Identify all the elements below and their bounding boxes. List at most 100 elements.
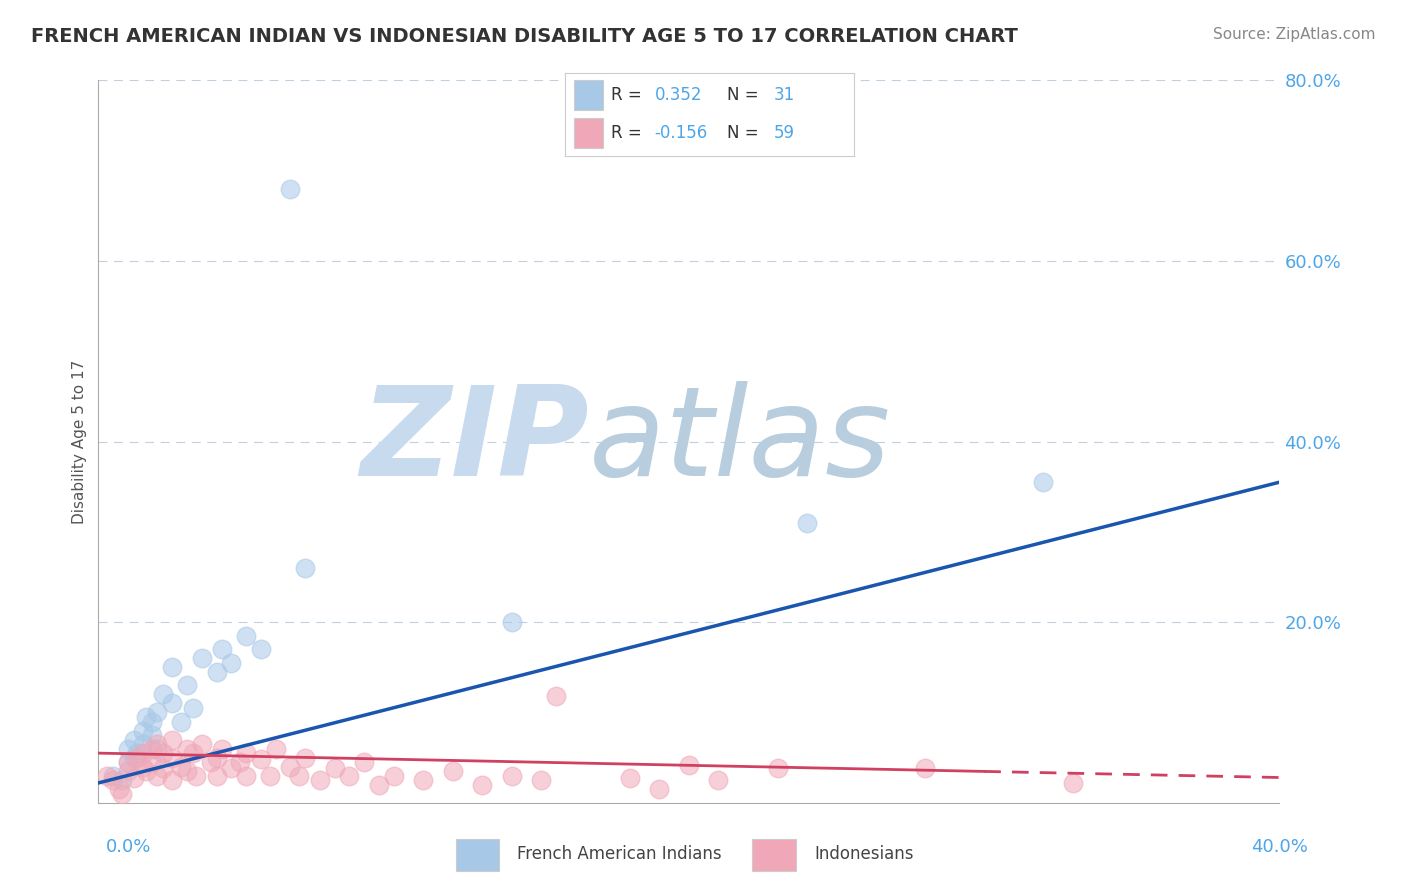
Text: 40.0%: 40.0% bbox=[1251, 838, 1308, 855]
Point bbox=[152, 762, 174, 776]
Point bbox=[235, 746, 257, 760]
Text: Indonesians: Indonesians bbox=[814, 845, 914, 863]
Text: FRENCH AMERICAN INDIAN VS INDONESIAN DISABILITY AGE 5 TO 17 CORRELATION CHART: FRENCH AMERICAN INDIAN VS INDONESIAN DIS… bbox=[31, 27, 1018, 45]
Point bbox=[132, 737, 155, 751]
Point bbox=[103, 769, 125, 783]
Point bbox=[221, 762, 243, 776]
Point bbox=[132, 760, 155, 774]
Point bbox=[135, 710, 157, 724]
Point bbox=[250, 642, 273, 657]
Point bbox=[1032, 475, 1054, 490]
Point bbox=[132, 746, 155, 760]
Text: 0.0%: 0.0% bbox=[105, 838, 150, 855]
Point bbox=[309, 773, 332, 788]
Point bbox=[103, 773, 125, 788]
Point bbox=[323, 762, 346, 776]
Point bbox=[412, 773, 434, 788]
Point bbox=[619, 771, 641, 785]
Point bbox=[766, 762, 789, 776]
Point bbox=[200, 755, 222, 769]
Point bbox=[191, 651, 214, 665]
Point bbox=[205, 665, 228, 679]
Point bbox=[546, 690, 568, 704]
Point bbox=[141, 714, 163, 729]
Text: ZIP: ZIP bbox=[360, 381, 589, 502]
Point bbox=[229, 755, 252, 769]
Point bbox=[678, 757, 700, 772]
Point bbox=[146, 737, 169, 751]
Point bbox=[146, 741, 169, 756]
Point bbox=[117, 764, 139, 779]
Point bbox=[707, 773, 730, 788]
Point bbox=[162, 660, 183, 674]
Point bbox=[111, 773, 134, 788]
Point bbox=[176, 764, 198, 779]
Point bbox=[176, 741, 198, 756]
Point bbox=[250, 752, 273, 766]
Point bbox=[135, 764, 157, 779]
Point bbox=[288, 769, 311, 783]
Point bbox=[181, 701, 204, 715]
Point bbox=[471, 778, 494, 792]
Point bbox=[211, 642, 233, 657]
Point bbox=[176, 678, 198, 692]
Point bbox=[146, 769, 169, 783]
Point bbox=[117, 755, 139, 769]
Point bbox=[914, 762, 936, 776]
Point bbox=[264, 741, 287, 756]
Point bbox=[441, 764, 464, 779]
Point bbox=[368, 778, 391, 792]
Point bbox=[181, 746, 204, 760]
FancyBboxPatch shape bbox=[752, 839, 796, 871]
Point bbox=[294, 750, 316, 764]
Point bbox=[796, 516, 818, 530]
Point bbox=[294, 561, 316, 575]
Point bbox=[122, 750, 145, 764]
Point bbox=[382, 769, 405, 783]
Point bbox=[501, 769, 523, 783]
Text: atlas: atlas bbox=[589, 381, 890, 502]
Point bbox=[125, 750, 148, 764]
Point bbox=[211, 741, 233, 756]
Point bbox=[162, 732, 183, 747]
Point bbox=[108, 782, 131, 797]
Point bbox=[530, 773, 553, 788]
Point bbox=[170, 760, 193, 774]
Point bbox=[146, 706, 169, 720]
Point bbox=[191, 737, 214, 751]
Point bbox=[170, 714, 193, 729]
Point bbox=[152, 687, 174, 701]
Y-axis label: Disability Age 5 to 17: Disability Age 5 to 17 bbox=[72, 359, 87, 524]
Text: French American Indians: French American Indians bbox=[517, 845, 723, 863]
FancyBboxPatch shape bbox=[456, 839, 499, 871]
Point bbox=[501, 615, 523, 630]
Point bbox=[152, 746, 174, 760]
Point bbox=[353, 755, 375, 769]
Point bbox=[122, 732, 145, 747]
Point bbox=[235, 769, 257, 783]
Point bbox=[221, 656, 243, 670]
Point bbox=[125, 746, 148, 760]
Point bbox=[111, 787, 134, 801]
Point bbox=[117, 755, 139, 769]
Point bbox=[205, 769, 228, 783]
Point bbox=[339, 769, 361, 783]
Point bbox=[141, 741, 163, 756]
Point bbox=[235, 629, 257, 643]
Point bbox=[162, 697, 183, 711]
Point bbox=[162, 773, 183, 788]
Point bbox=[648, 782, 671, 797]
Point bbox=[141, 755, 163, 769]
Point bbox=[280, 182, 302, 196]
Point bbox=[122, 771, 145, 785]
Point bbox=[132, 723, 155, 738]
Point bbox=[162, 750, 183, 764]
Point bbox=[141, 728, 163, 742]
Point bbox=[1062, 776, 1084, 790]
Point bbox=[259, 769, 281, 783]
Point bbox=[96, 769, 118, 783]
Point bbox=[205, 750, 228, 764]
Text: Source: ZipAtlas.com: Source: ZipAtlas.com bbox=[1212, 27, 1375, 42]
Point bbox=[117, 741, 139, 756]
Point bbox=[280, 760, 302, 774]
